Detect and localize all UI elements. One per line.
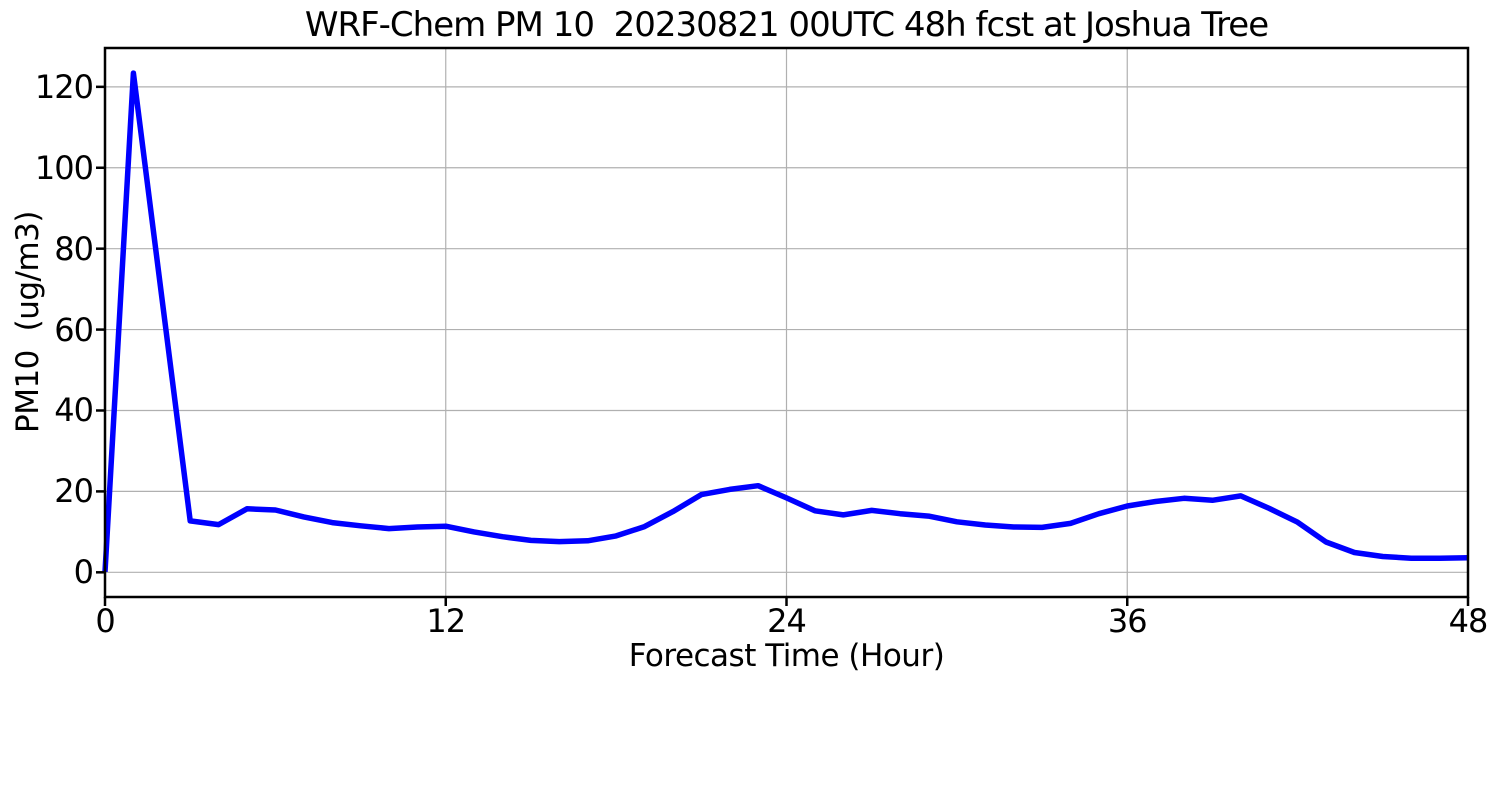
y-tick-label: 100 (34, 148, 94, 187)
y-tick-label: 120 (34, 67, 94, 106)
y-tick-label: 80 (54, 229, 94, 268)
y-tick-label: 0 (73, 553, 94, 592)
pm10-forecast-line (102, 70, 1469, 573)
x-tick-label: 36 (1107, 602, 1148, 640)
y-tick-label: 60 (54, 310, 94, 349)
x-tick-label: 48 (1448, 602, 1489, 640)
y-tick-label: 40 (54, 391, 94, 430)
x-axis-label: Forecast Time (Hour) (628, 638, 945, 674)
y-axis-label: PM10 (ug/m3) (10, 211, 46, 433)
y-tick-label: 20 (54, 472, 94, 511)
x-tick-label: 12 (426, 602, 466, 640)
chart-title: WRF-Chem PM 10 20230821 00UTC 48h fcst a… (304, 5, 1269, 45)
x-tick-label: 0 (95, 602, 115, 640)
x-tick-label: 24 (767, 602, 807, 640)
